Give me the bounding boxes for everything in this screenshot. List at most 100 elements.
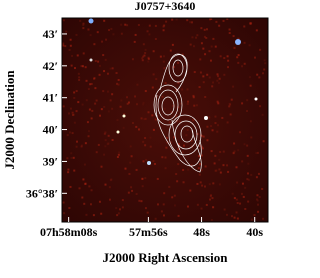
- noise-pixel: [137, 128, 140, 131]
- noise-pixel: [262, 217, 265, 220]
- noise-pixel: [173, 194, 176, 197]
- noise-pixel: [247, 200, 250, 203]
- noise-pixel: [118, 208, 121, 211]
- noise-pixel: [261, 113, 264, 116]
- noise-pixel: [76, 54, 79, 57]
- noise-pixel: [210, 150, 213, 153]
- noise-pixel: [131, 58, 134, 61]
- noise-pixel: [202, 75, 205, 78]
- noise-pixel: [106, 90, 109, 93]
- noise-pixel: [100, 108, 103, 111]
- noise-pixel: [152, 128, 155, 131]
- noise-pixel: [228, 28, 231, 31]
- noise-pixel: [97, 60, 100, 63]
- noise-pixel: [97, 143, 100, 146]
- noise-pixel: [163, 67, 166, 70]
- noise-pixel: [246, 110, 249, 113]
- noise-pixel: [87, 135, 90, 138]
- noise-pixel: [257, 210, 260, 213]
- noise-pixel: [109, 67, 112, 70]
- chart-title: J0757+3640: [135, 0, 196, 13]
- noise-pixel: [228, 32, 231, 35]
- noise-pixel: [62, 105, 65, 108]
- noise-pixel: [163, 192, 166, 195]
- noise-pixel: [75, 145, 78, 148]
- noise-pixel: [68, 48, 71, 51]
- noise-pixel: [73, 121, 76, 124]
- noise-pixel: [198, 86, 201, 89]
- noise-pixel: [120, 99, 123, 102]
- noise-pixel: [233, 197, 236, 200]
- noise-pixel: [226, 121, 229, 124]
- noise-pixel: [94, 59, 97, 62]
- noise-pixel: [175, 18, 178, 21]
- y-axis-label: J2000 Declination: [2, 70, 17, 170]
- noise-pixel: [236, 181, 239, 184]
- noise-pixel: [193, 71, 196, 74]
- noise-pixel: [116, 156, 119, 159]
- noise-pixel: [226, 18, 229, 21]
- noise-pixel: [101, 40, 104, 43]
- noise-pixel: [218, 24, 221, 27]
- noise-pixel: [135, 103, 138, 106]
- noise-pixel: [103, 19, 106, 22]
- noise-pixel: [227, 59, 230, 62]
- noise-pixel: [206, 125, 209, 128]
- noise-pixel: [149, 136, 152, 139]
- noise-pixel: [216, 130, 219, 133]
- noise-pixel: [107, 134, 110, 137]
- noise-pixel: [247, 162, 250, 165]
- noise-pixel: [197, 155, 200, 158]
- noise-pixel: [82, 178, 85, 181]
- noise-pixel: [203, 185, 206, 188]
- noise-pixel: [263, 59, 266, 62]
- noise-pixel: [189, 43, 192, 46]
- noise-pixel: [83, 202, 86, 205]
- noise-pixel: [177, 143, 180, 146]
- noise-pixel: [209, 59, 212, 62]
- noise-pixel: [208, 50, 211, 53]
- noise-pixel: [166, 141, 169, 144]
- noise-pixel: [103, 70, 106, 73]
- noise-pixel: [258, 196, 261, 199]
- noise-pixel: [253, 214, 256, 217]
- noise-pixel: [200, 207, 203, 210]
- noise-pixel: [175, 173, 178, 176]
- noise-pixel: [255, 152, 258, 155]
- noise-pixel: [189, 21, 192, 24]
- noise-pixel: [222, 150, 225, 153]
- noise-pixel: [92, 214, 95, 217]
- noise-pixel: [69, 44, 72, 47]
- noise-pixel: [218, 77, 221, 80]
- noise-pixel: [214, 154, 217, 157]
- noise-pixel: [210, 125, 213, 128]
- noise-pixel: [106, 72, 109, 75]
- noise-pixel: [144, 52, 147, 55]
- noise-pixel: [89, 83, 92, 86]
- noise-pixel: [197, 167, 200, 170]
- noise-pixel: [198, 173, 201, 176]
- noise-pixel: [73, 67, 76, 70]
- y-tick-label: 40′: [43, 123, 58, 137]
- noise-pixel: [202, 81, 205, 84]
- noise-pixel: [241, 182, 244, 185]
- noise-pixel: [211, 197, 214, 200]
- noise-pixel: [214, 45, 217, 48]
- noise-pixel: [203, 35, 206, 38]
- noise-pixel: [98, 200, 101, 203]
- noise-pixel: [246, 172, 249, 175]
- noise-pixel: [233, 46, 236, 49]
- noise-pixel: [163, 55, 166, 58]
- noise-pixel: [151, 86, 154, 89]
- noise-pixel: [147, 111, 150, 114]
- noise-pixel: [255, 198, 258, 201]
- noise-pixel: [154, 118, 157, 121]
- noise-pixel: [82, 52, 85, 55]
- noise-pixel: [117, 83, 120, 86]
- chart: J0757+3640 J2000 Right Ascension J2000 D…: [2, 0, 269, 265]
- y-tick-label: 39′: [43, 154, 58, 168]
- noise-pixel: [219, 55, 222, 58]
- noise-pixel: [108, 29, 111, 32]
- noise-pixel: [116, 214, 119, 217]
- noise-pixel: [104, 145, 107, 148]
